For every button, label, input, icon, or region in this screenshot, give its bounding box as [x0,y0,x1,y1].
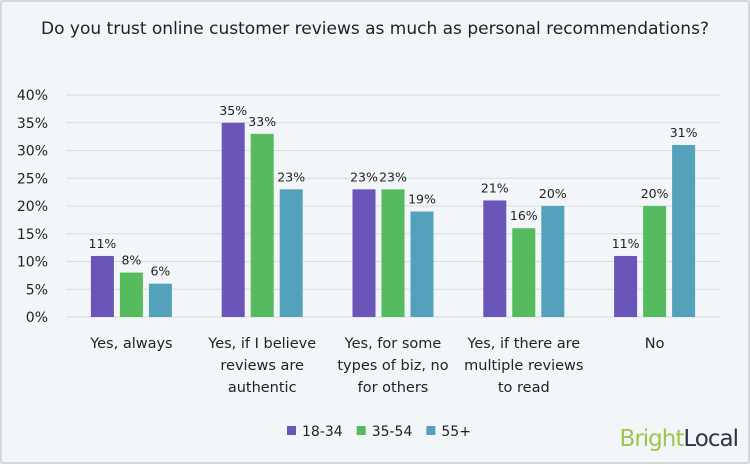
legend-label: 18-34 [302,424,343,440]
legend-swatch-18-34 [287,426,296,435]
bar-55+ [279,189,303,317]
data-label: 11% [612,236,640,251]
data-label: 23% [277,169,305,184]
data-label: 20% [641,186,669,201]
data-label: 16% [510,208,538,223]
y-tick-label: 40% [17,88,48,104]
bar-55+ [410,211,434,317]
legend-label: 35-54 [372,424,413,440]
x-category-label: multiple reviews [464,358,583,374]
data-label: 6% [150,264,170,279]
data-label: 35% [219,103,247,118]
y-tick-label: 15% [17,227,48,243]
x-category-label: for others [358,380,429,396]
bar-18-34 [90,255,114,317]
bar-18-34 [221,122,245,317]
x-category-label: to read [498,380,550,396]
x-category-label: No [645,336,665,352]
x-category-label: types of biz, no [337,358,448,374]
x-category-label: reviews are [220,358,304,374]
y-tick-label: 5% [26,282,48,298]
y-tick-label: 25% [17,171,48,187]
data-label: 21% [481,180,509,195]
data-label: 23% [379,169,407,184]
data-label: 8% [121,253,141,268]
bar-35-54 [119,272,143,317]
x-category-label: Yes, for some [344,336,442,352]
brightlocal-logo: BrightLocal [619,426,739,452]
data-label: 20% [539,186,567,201]
chart-title: Do you trust online customer reviews as … [41,19,709,39]
bar-35-54 [381,189,405,317]
data-label: 11% [89,236,117,251]
bar-18-34 [483,200,507,317]
y-tick-label: 35% [17,116,48,132]
bar-35-54 [643,206,667,317]
bar-18-34 [352,189,376,317]
logo-part-local: Local [683,426,739,452]
bar-18-34 [614,255,638,317]
data-label: 31% [670,125,698,140]
logo-part-bright: Bright [619,426,685,452]
y-tick-label: 20% [17,199,48,215]
y-tick-label: 30% [17,144,48,160]
x-category-label: authentic [228,380,297,396]
bar-55+ [148,283,172,317]
bar-55+ [541,206,565,317]
legend-swatch-55+ [426,426,436,435]
y-tick-label: 0% [26,310,48,326]
x-category-label: Yes, always [89,336,172,352]
data-label: 33% [248,114,276,129]
legend-label: 55+ [441,424,471,440]
legend-swatch-35-54 [356,426,366,435]
y-tick-label: 10% [17,255,48,271]
bar-55+ [672,144,696,317]
data-label: 19% [408,192,436,207]
data-label: 23% [350,169,378,184]
x-category-label: Yes, if there are [466,336,580,352]
x-category-label: Yes, if I believe [207,336,316,352]
bar-35-54 [250,133,274,317]
bar-35-54 [512,228,536,317]
